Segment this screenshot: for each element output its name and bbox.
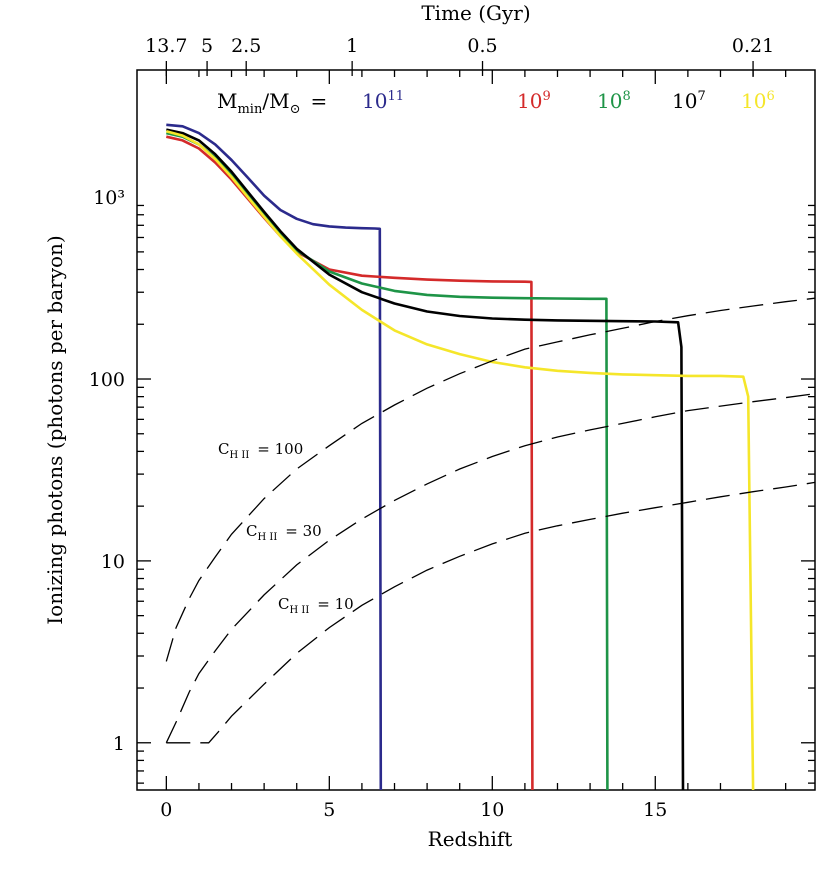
clumping-label-sub: H II xyxy=(229,450,249,461)
top-tick-label: 0.5 xyxy=(467,35,497,57)
legend-value: 108 xyxy=(597,89,631,113)
legend-value-exp: 7 xyxy=(697,89,705,104)
clumping-label: CH II = 10 xyxy=(278,595,354,616)
top-tick-label: 5 xyxy=(201,35,213,57)
bottom-axis: 0 5 10 15 xyxy=(160,70,787,821)
legend-value-exp: 11 xyxy=(387,89,404,104)
legend-prefix-sub2: ⊙ xyxy=(290,102,301,117)
dashed-line xyxy=(166,481,816,744)
series-line xyxy=(166,123,383,791)
legend-prefix-eq: = xyxy=(310,89,327,113)
x-tick-label: 10 xyxy=(480,799,504,821)
legend-value: 109 xyxy=(517,89,551,113)
x-tick-label: 5 xyxy=(323,799,335,821)
clumping-label-main: C xyxy=(246,522,257,540)
clumping-label-main: C xyxy=(278,595,289,613)
legend-value-base: 10 xyxy=(672,89,697,113)
clumping-label-sub: H II xyxy=(289,605,309,616)
legend-value: 1011 xyxy=(362,89,404,113)
legend-prefix-main: M xyxy=(217,89,237,113)
clumping-label-eq: = 100 xyxy=(257,440,303,458)
y-tick-label: 100 xyxy=(89,369,125,391)
top-tick-label: 1 xyxy=(346,35,358,57)
left-axis: 1 10 100 10³ xyxy=(89,187,815,784)
legend-prefix: Mmin/M⊙ = xyxy=(217,89,327,117)
series-line xyxy=(165,130,755,791)
clumping-label: CH II = 100 xyxy=(218,440,303,461)
legend-value-base: 10 xyxy=(741,89,766,113)
clumping-label-sub: H II xyxy=(257,532,277,543)
legend-value: 106 xyxy=(741,89,775,113)
legend-value-base: 10 xyxy=(517,89,542,113)
series-lines xyxy=(165,123,755,791)
series-line xyxy=(166,128,685,791)
top-tick-label: 2.5 xyxy=(231,35,261,57)
series-line xyxy=(166,131,609,791)
y-tick-label: 1 xyxy=(113,733,125,755)
dashed-line xyxy=(165,393,816,744)
x-tick-label: 0 xyxy=(160,799,172,821)
dashed-line xyxy=(165,297,816,662)
clumping-label-eq: = 10 xyxy=(317,595,353,613)
top-axis-title: Time (Gyr) xyxy=(421,1,530,25)
legend-value-exp: 9 xyxy=(542,89,550,104)
top-tick-label: 13.7 xyxy=(145,35,187,57)
legend-value: 107 xyxy=(672,89,706,113)
legend-value-base: 10 xyxy=(362,89,387,113)
series-line xyxy=(166,135,534,791)
clumping-label: CH II = 30 xyxy=(246,522,322,543)
top-tick-label: 0.21 xyxy=(732,35,774,57)
x-tick-label: 15 xyxy=(643,799,667,821)
legend-value-base: 10 xyxy=(597,89,622,113)
y-tick-label: 10 xyxy=(101,551,125,573)
dashed-lines xyxy=(165,297,816,744)
y-axis-title: Ionizing photons (photons per baryon) xyxy=(43,235,67,624)
y-tick-label: 10³ xyxy=(93,187,125,209)
legend-prefix-sub1: min xyxy=(237,102,262,117)
plot-frame xyxy=(136,69,816,791)
legend-prefix-mid: /M xyxy=(262,89,289,113)
clumping-label-main: C xyxy=(218,440,229,458)
top-axis: 13.7 5 2.5 1 0.5 0.21 xyxy=(145,35,774,76)
legend-value-exp: 8 xyxy=(622,89,630,104)
legend-items: 1011 109 108 107 106 xyxy=(362,89,775,113)
clumping-label-eq: = 30 xyxy=(285,522,321,540)
x-axis-title: Redshift xyxy=(428,827,513,851)
legend-value-exp: 6 xyxy=(766,89,774,104)
